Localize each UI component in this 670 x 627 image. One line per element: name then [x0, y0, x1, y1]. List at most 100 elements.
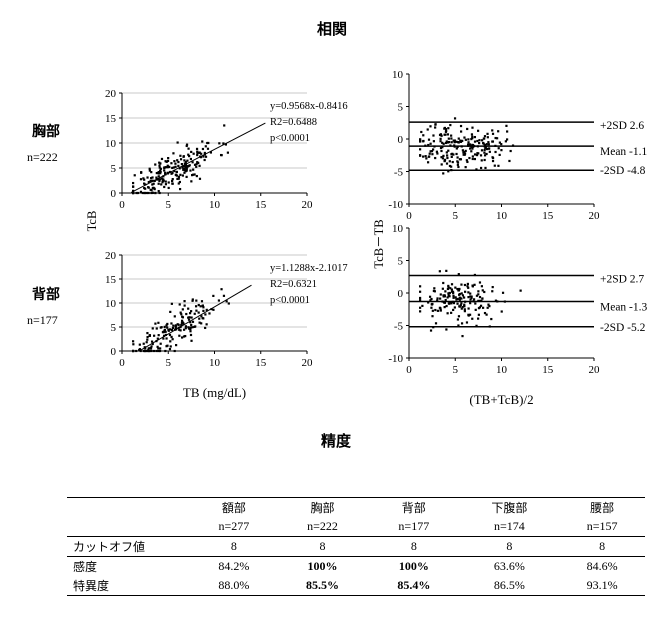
data-point: [162, 334, 166, 337]
data-point: [483, 148, 486, 152]
y-tick-label: 0: [111, 188, 117, 200]
table-row-specificity: 特異度 88.0% 85.5% 85.4% 86.5% 93.1%: [67, 576, 645, 596]
data-point: [195, 163, 198, 166]
data-point: [200, 322, 203, 325]
table-cell: 63.6%: [459, 556, 560, 576]
data-point: [169, 328, 172, 331]
data-point: [189, 169, 192, 172]
data-point: [434, 126, 437, 129]
limit-line-label: +2SD 2.7: [600, 273, 644, 285]
table-row-cutoff: カットオフ値 8 8 8 8 8: [67, 536, 645, 557]
data-point: [187, 147, 190, 150]
data-point: [469, 302, 472, 305]
table-cell: 100%: [276, 556, 369, 576]
data-point: [202, 309, 205, 312]
data-point: [174, 324, 178, 327]
data-point: [477, 152, 480, 155]
x-axis-label: TB (mg/dL): [183, 385, 246, 400]
data-point: [203, 158, 206, 162]
data-point: [190, 339, 193, 342]
data-point: [477, 129, 480, 132]
regression-annotation: p<0.0001: [270, 295, 310, 306]
data-point: [439, 146, 443, 150]
data-point: [449, 287, 452, 290]
data-point: [463, 153, 466, 156]
data-point: [475, 294, 479, 297]
data-point: [142, 349, 145, 353]
row-label: カットオフ値: [67, 536, 191, 557]
data-point: [445, 269, 448, 272]
data-point: [148, 167, 151, 170]
data-point: [498, 141, 501, 144]
data-point: [204, 326, 207, 330]
x-tick-label: 5: [166, 199, 172, 211]
data-point: [450, 155, 453, 159]
data-point: [177, 164, 180, 168]
regression-annotation: p<0.0001: [270, 133, 310, 144]
data-point: [471, 126, 474, 129]
data-point: [458, 293, 461, 296]
data-point: [419, 138, 422, 141]
data-point: [191, 299, 194, 302]
data-point: [491, 285, 494, 289]
data-point: [453, 141, 456, 144]
data-point: [154, 191, 157, 195]
data-point: [464, 149, 467, 153]
data-point: [471, 143, 474, 147]
data-point: [441, 287, 444, 290]
data-point: [448, 160, 451, 163]
data-point: [204, 145, 207, 148]
data-point: [458, 298, 461, 301]
row-label: 特異度: [67, 576, 191, 596]
data-point: [429, 142, 432, 145]
data-point: [483, 158, 486, 162]
data-point: [199, 305, 202, 308]
y-tick-label: 10: [105, 298, 117, 310]
data-point: [419, 299, 422, 302]
regression-annotation: y=0.9568x-0.8416: [270, 101, 348, 112]
data-point: [457, 165, 460, 169]
data-point: [201, 304, 204, 307]
data-point: [173, 160, 176, 163]
data-point: [196, 150, 199, 153]
data-point: [508, 159, 511, 163]
data-point: [179, 173, 182, 176]
data-point: [447, 127, 450, 130]
data-point: [432, 289, 435, 293]
data-point: [132, 349, 135, 353]
data-point: [159, 172, 162, 175]
data-point: [158, 349, 162, 353]
data-point: [463, 136, 466, 139]
data-point: [166, 166, 169, 169]
data-point: [159, 347, 162, 350]
data-point: [171, 326, 175, 330]
data-point: [436, 152, 439, 155]
data-point: [474, 302, 477, 305]
table-cell: 8: [459, 536, 560, 557]
data-point: [443, 160, 446, 163]
data-point: [477, 313, 480, 316]
row-label: 感度: [67, 556, 191, 576]
data-point: [191, 161, 194, 164]
data-point: [194, 325, 197, 328]
regression-line: [131, 122, 266, 193]
data-point: [184, 327, 187, 330]
data-point: [447, 137, 450, 140]
data-point: [169, 310, 172, 313]
data-point: [188, 316, 191, 319]
data-point: [181, 166, 184, 169]
data-point: [151, 327, 154, 330]
data-point: [468, 156, 471, 160]
data-point: [158, 178, 162, 181]
data-point: [191, 298, 194, 301]
data-point: [450, 311, 453, 314]
data-point: [469, 147, 472, 150]
data-point: [504, 140, 507, 143]
data-point: [467, 143, 470, 147]
data-point: [450, 141, 453, 144]
data-point: [456, 145, 459, 149]
data-point: [159, 169, 162, 172]
data-point: [176, 141, 179, 144]
data-point: [212, 308, 215, 311]
data-point: [463, 283, 467, 287]
